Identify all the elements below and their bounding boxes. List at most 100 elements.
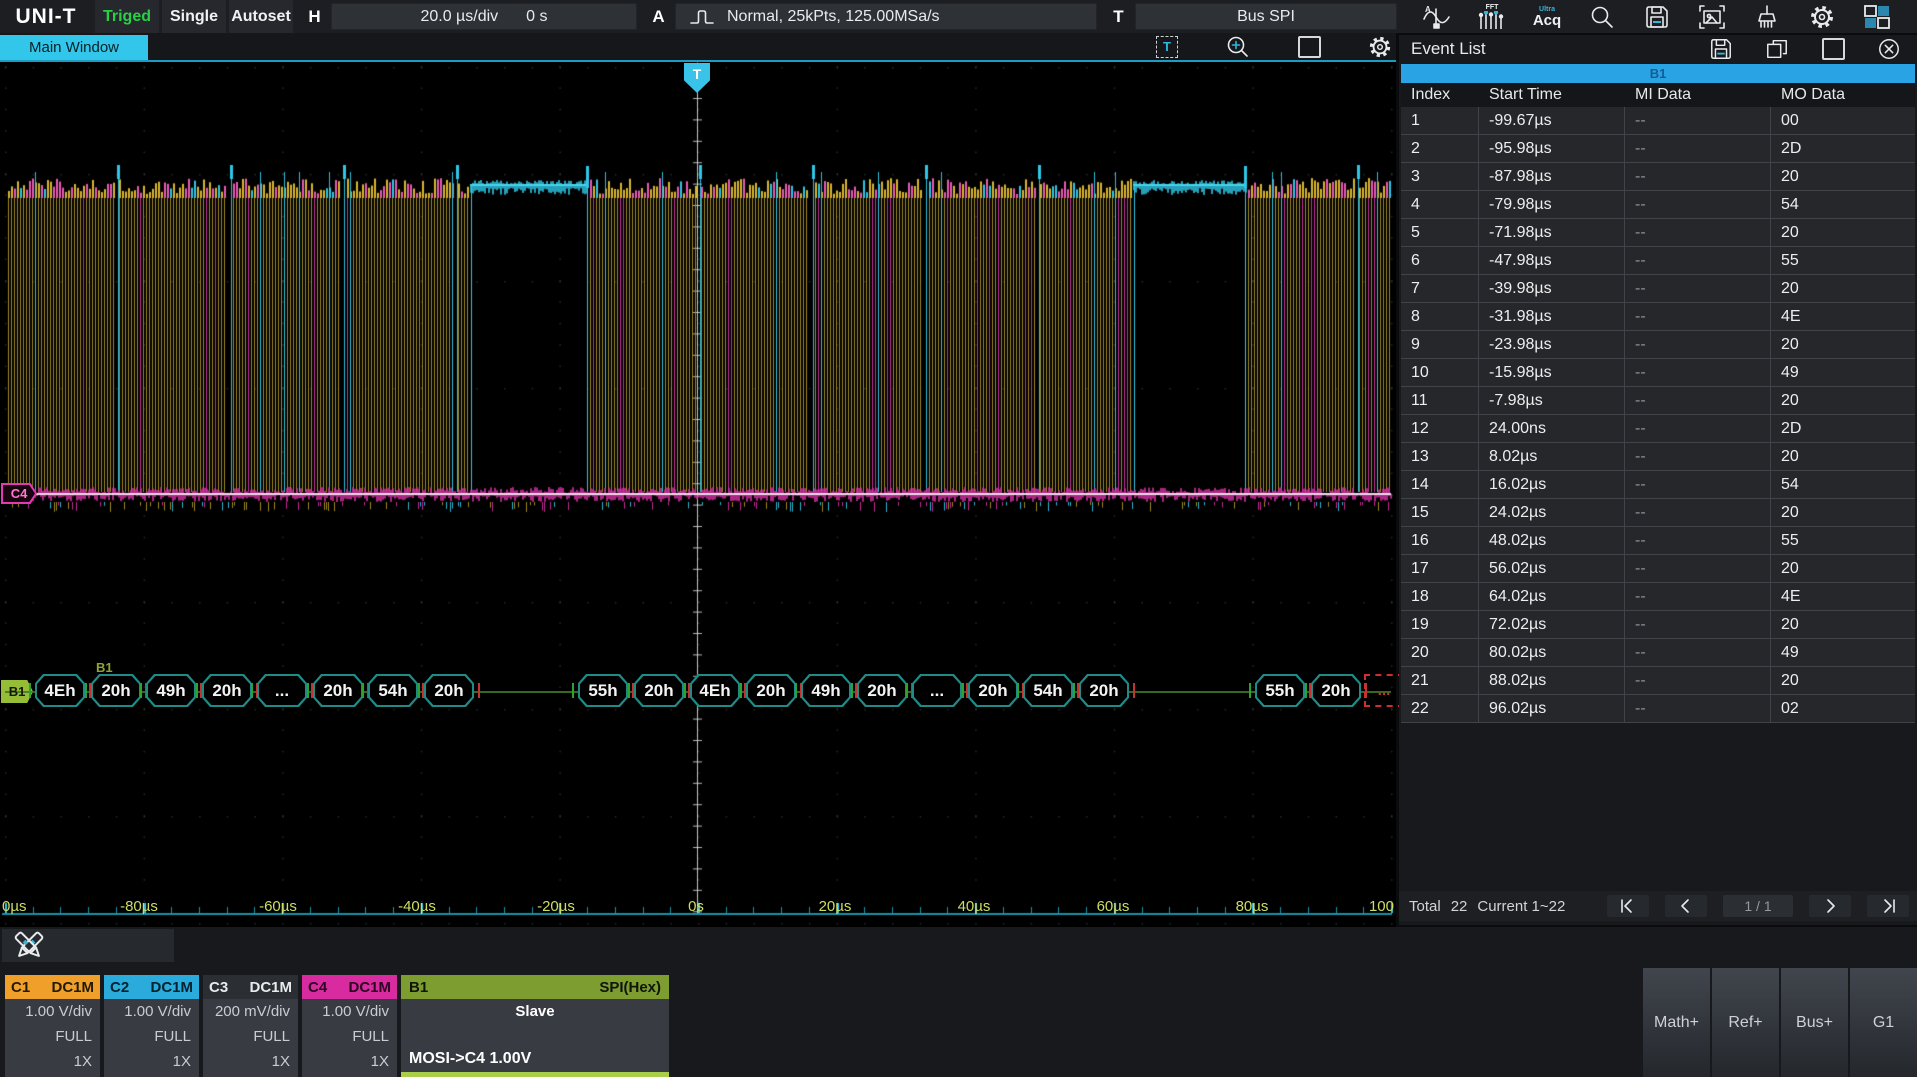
horizontal-key: H — [301, 0, 328, 33]
event-row[interactable]: 138.02µs--20 — [1401, 443, 1915, 471]
bus1-status-box[interactable]: B1 SPI(Hex) Slave MOSI->C4 1.00V — [401, 975, 669, 1077]
event-mi-data: -- — [1625, 303, 1771, 330]
channel-status-box-c1[interactable]: C1DC1M1.00 V/divFULL1X — [5, 975, 100, 1077]
channel-status-box-c4[interactable]: C4DC1M1.00 V/divFULL1X — [302, 975, 397, 1077]
event-maximize-icon[interactable] — [1805, 38, 1861, 60]
settings-gear-icon[interactable] — [1799, 0, 1845, 33]
window-layout-icon[interactable] — [1854, 0, 1900, 33]
acquire-info: Normal, 25kPts, 125.00MSa/s — [727, 8, 940, 26]
event-mi-data: -- — [1625, 163, 1771, 190]
event-close-icon[interactable] — [1861, 37, 1917, 61]
event-index: 18 — [1401, 583, 1479, 610]
event-mi-data: -- — [1625, 135, 1771, 162]
bus1-role: Slave — [401, 1003, 669, 1020]
trigger-select-icon[interactable]: T — [1156, 36, 1178, 58]
bus-data-box: 20h — [1079, 674, 1129, 707]
event-row[interactable]: 1972.02µs--20 — [1401, 611, 1915, 639]
event-row[interactable]: 2080.02µs--49 — [1401, 639, 1915, 667]
event-row[interactable]: 9-23.98µs--20 — [1401, 331, 1915, 359]
ref-add-button[interactable]: Ref+ — [1712, 968, 1779, 1077]
math-add-button[interactable]: Math+ — [1643, 968, 1710, 1077]
event-index: 12 — [1401, 415, 1479, 442]
waveform-canvas[interactable] — [0, 62, 1396, 927]
event-row[interactable]: 6-47.98µs--55 — [1401, 247, 1915, 275]
trigger-status-button[interactable]: Triged — [95, 0, 159, 33]
last-page-button[interactable] — [1867, 895, 1909, 917]
previous-page-button[interactable] — [1665, 895, 1707, 917]
trigger-key: T — [1105, 0, 1132, 33]
bus1-row-label: B1 — [96, 660, 113, 675]
bus-data-box: 55h — [1255, 674, 1305, 707]
bus-decode-partial-frame: ... — [1364, 674, 1404, 707]
crossed-pencils-icon — [10, 929, 48, 963]
event-row[interactable]: 8-31.98µs--4E — [1401, 303, 1915, 331]
first-page-button[interactable] — [1607, 895, 1649, 917]
event-row[interactable]: 5-71.98µs--20 — [1401, 219, 1915, 247]
channel-status-box-c2[interactable]: C2DC1M1.00 V/divFULL1X — [104, 975, 199, 1077]
waveform-plot-area[interactable]: T C4 B1 B1 4Eh20h49h20h...20h54h20h55h20… — [0, 62, 1396, 927]
single-button[interactable]: Single — [162, 0, 226, 33]
event-start-time: -7.98µs — [1479, 387, 1625, 414]
channel4-position-badge[interactable]: C4 — [1, 483, 37, 504]
trigger-settings-panel[interactable]: Bus SPI — [1135, 3, 1397, 30]
event-count-summary: Total 22 Current 1~22 — [1409, 898, 1565, 915]
zoom-in-icon[interactable] — [1225, 35, 1251, 59]
tab-main-window[interactable]: Main Window — [0, 35, 148, 60]
channel-status-box-c3[interactable]: C3DC1M200 mV/divFULL1X — [203, 975, 298, 1077]
event-row[interactable]: 1-99.67µs--00 — [1401, 107, 1915, 135]
event-save-icon[interactable] — [1693, 37, 1749, 61]
event-row[interactable]: 1416.02µs--54 — [1401, 471, 1915, 499]
channel-id: C4 — [308, 979, 327, 996]
bus-add-button[interactable]: Bus+ — [1781, 968, 1848, 1077]
event-row[interactable]: 2296.02µs--02 — [1401, 695, 1915, 723]
search-icon[interactable] — [1579, 0, 1625, 33]
event-mi-data: -- — [1625, 471, 1771, 498]
event-row[interactable]: 1524.02µs--20 — [1401, 499, 1915, 527]
next-page-button[interactable] — [1809, 895, 1851, 917]
fft-icon[interactable]: FFT — [1469, 0, 1515, 33]
bus-data-box: 20h — [634, 674, 684, 707]
time-axis-label: 0µs — [2, 898, 27, 915]
event-row[interactable]: 4-79.98µs--54 — [1401, 191, 1915, 219]
event-copy-icon[interactable] — [1749, 37, 1805, 61]
event-column-header: MO Data — [1771, 86, 1915, 104]
event-row[interactable]: 1756.02µs--20 — [1401, 555, 1915, 583]
event-mi-data: -- — [1625, 275, 1771, 302]
bus-data-box: 54h — [1023, 674, 1073, 707]
window-settings-gear-icon[interactable] — [1368, 35, 1392, 59]
event-index: 7 — [1401, 275, 1479, 302]
ultra-acq-icon[interactable]: Ultra Acq — [1524, 0, 1570, 33]
screenshot-icon[interactable] — [1689, 0, 1735, 33]
channel-bandwidth: FULL — [104, 1024, 191, 1049]
horizontal-settings-panel[interactable]: 20.0 µs/div 0 s — [331, 3, 637, 30]
event-start-time: -23.98µs — [1479, 331, 1625, 358]
channel-scale: 200 mV/div — [203, 999, 290, 1024]
clear-icon[interactable] — [1744, 0, 1790, 33]
bus-data-box: 20h — [424, 674, 474, 707]
event-row[interactable]: 11-7.98µs--20 — [1401, 387, 1915, 415]
event-bus-tab[interactable]: B1 — [1401, 64, 1915, 83]
bus1-position-badge[interactable]: B1 — [1, 680, 33, 703]
event-row[interactable]: 2188.02µs--20 — [1401, 667, 1915, 695]
acquire-settings-panel[interactable]: Normal, 25kPts, 125.00MSa/s — [675, 3, 1097, 30]
event-row[interactable]: 1864.02µs--4E — [1401, 583, 1915, 611]
time-axis-label: -60µs — [259, 898, 297, 915]
event-row[interactable]: 1224.00ns--2D — [1401, 415, 1915, 443]
channel-id: C2 — [110, 979, 129, 996]
time-axis-label: 40µs — [958, 898, 991, 915]
tools-button[interactable] — [2, 929, 174, 962]
g1-add-button[interactable]: G1 — [1850, 968, 1917, 1077]
event-row[interactable]: 10-15.98µs--49 — [1401, 359, 1915, 387]
bus-data-box: 4Eh — [35, 674, 85, 707]
event-row[interactable]: 1648.02µs--55 — [1401, 527, 1915, 555]
bus1-selected-underline — [401, 1072, 669, 1077]
event-mi-data: -- — [1625, 331, 1771, 358]
event-row[interactable]: 2-95.98µs--2D — [1401, 135, 1915, 163]
event-index: 3 — [1401, 163, 1479, 190]
save-icon[interactable] — [1634, 0, 1680, 33]
event-row[interactable]: 7-39.98µs--20 — [1401, 275, 1915, 303]
autoset-button[interactable]: Autoset — [229, 0, 293, 33]
event-row[interactable]: 3-87.98µs--20 — [1401, 163, 1915, 191]
waveform-cursor-icon[interactable]: A — [1414, 0, 1460, 33]
maximize-icon[interactable] — [1298, 36, 1321, 58]
